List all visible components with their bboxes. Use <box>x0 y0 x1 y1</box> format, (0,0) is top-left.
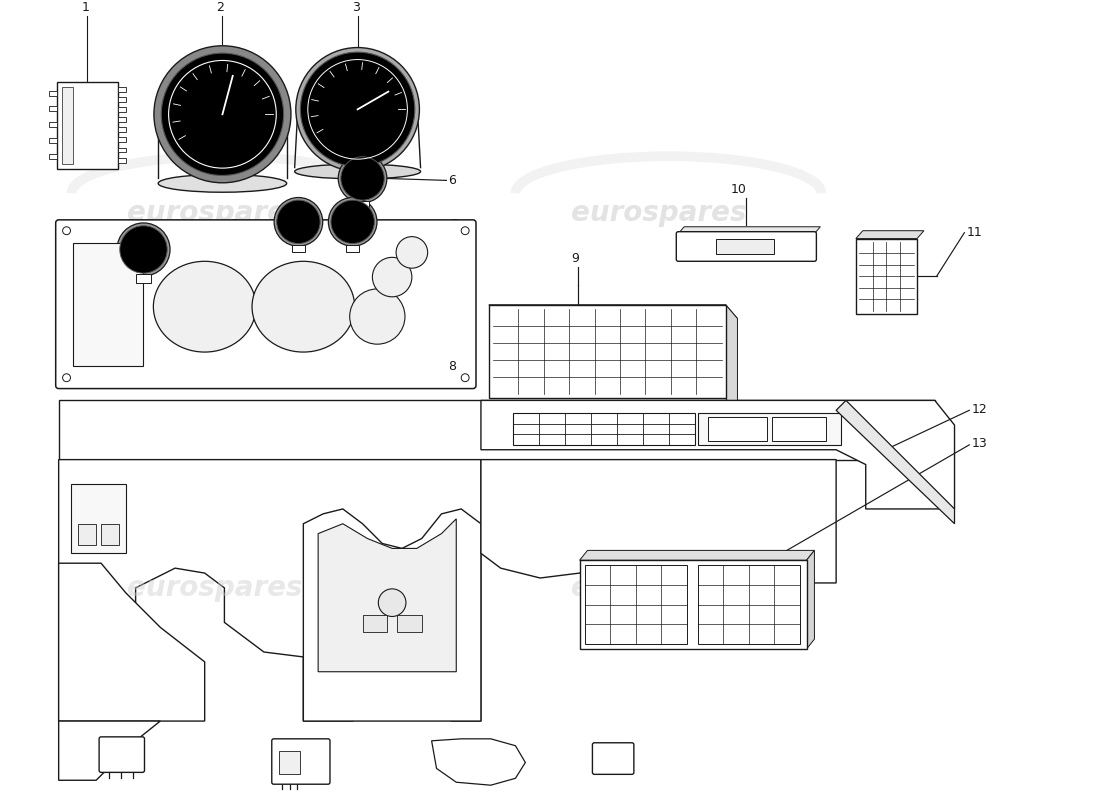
Bar <box>101 524 119 546</box>
Text: 8: 8 <box>449 360 456 374</box>
Circle shape <box>117 223 170 276</box>
Bar <box>708 417 767 441</box>
Circle shape <box>396 237 428 268</box>
Polygon shape <box>58 563 205 721</box>
Circle shape <box>461 226 469 234</box>
Ellipse shape <box>252 262 354 352</box>
Circle shape <box>63 374 70 382</box>
Circle shape <box>274 198 322 246</box>
Bar <box>584 565 686 644</box>
Bar <box>772 417 826 441</box>
Bar <box>118 107 125 112</box>
Circle shape <box>331 200 374 243</box>
FancyBboxPatch shape <box>593 742 634 774</box>
Polygon shape <box>304 509 481 721</box>
Bar <box>78 524 96 546</box>
Text: 5: 5 <box>231 218 239 231</box>
Bar <box>62 86 74 164</box>
Circle shape <box>63 226 70 234</box>
Circle shape <box>329 198 377 246</box>
Bar <box>48 106 57 111</box>
Text: 9: 9 <box>572 252 580 266</box>
Bar <box>118 127 125 132</box>
Circle shape <box>300 52 415 166</box>
Bar <box>136 274 151 282</box>
Circle shape <box>350 289 405 344</box>
Polygon shape <box>58 401 935 460</box>
Text: eurospares: eurospares <box>571 574 746 602</box>
Text: 2: 2 <box>217 1 224 14</box>
Circle shape <box>338 154 387 202</box>
Polygon shape <box>580 550 814 560</box>
Polygon shape <box>431 739 526 786</box>
Polygon shape <box>58 460 481 721</box>
Bar <box>48 90 57 95</box>
Polygon shape <box>481 460 836 583</box>
Bar <box>580 560 806 649</box>
Circle shape <box>162 53 284 175</box>
Polygon shape <box>856 230 924 238</box>
Bar <box>356 202 370 209</box>
Bar <box>488 305 726 398</box>
Bar <box>118 117 125 122</box>
Polygon shape <box>481 401 955 509</box>
Bar <box>397 614 421 632</box>
Text: 13: 13 <box>971 438 987 450</box>
FancyBboxPatch shape <box>99 737 144 772</box>
Polygon shape <box>726 305 737 412</box>
Circle shape <box>277 200 320 243</box>
Polygon shape <box>806 550 814 649</box>
Ellipse shape <box>153 262 256 352</box>
Text: 7: 7 <box>451 218 460 231</box>
Bar <box>118 86 125 91</box>
Text: 4: 4 <box>185 266 192 280</box>
FancyBboxPatch shape <box>676 232 816 262</box>
Bar <box>118 147 125 153</box>
Bar <box>48 154 57 158</box>
Circle shape <box>461 374 469 382</box>
Bar <box>48 138 57 143</box>
Bar <box>118 138 125 142</box>
Bar <box>118 158 125 162</box>
Text: 12: 12 <box>971 402 987 416</box>
FancyBboxPatch shape <box>272 739 330 784</box>
Bar <box>513 414 695 445</box>
FancyBboxPatch shape <box>56 220 476 389</box>
Text: 11: 11 <box>967 226 982 239</box>
Bar <box>292 245 305 252</box>
Polygon shape <box>58 721 161 780</box>
Bar <box>118 97 125 102</box>
Bar <box>698 414 842 445</box>
Ellipse shape <box>158 174 287 192</box>
Ellipse shape <box>295 164 420 179</box>
Circle shape <box>378 589 406 617</box>
Circle shape <box>154 46 290 182</box>
Text: eurospares: eurospares <box>126 574 302 602</box>
Bar <box>697 565 800 644</box>
Polygon shape <box>488 305 737 318</box>
Bar <box>716 238 773 254</box>
Circle shape <box>120 226 167 273</box>
Text: 6: 6 <box>449 174 456 187</box>
Polygon shape <box>836 401 955 524</box>
Bar <box>74 242 143 366</box>
Polygon shape <box>318 519 456 672</box>
Bar <box>346 245 360 252</box>
Circle shape <box>296 47 419 171</box>
Bar <box>57 82 118 169</box>
Bar <box>48 122 57 127</box>
Bar <box>72 484 125 554</box>
Bar <box>278 750 300 774</box>
Text: 1: 1 <box>81 1 89 14</box>
Text: eurospares: eurospares <box>126 199 302 227</box>
Bar <box>856 238 917 314</box>
Text: 3: 3 <box>352 1 360 14</box>
Bar <box>363 614 387 632</box>
Text: eurospares: eurospares <box>571 199 746 227</box>
Text: 10: 10 <box>730 183 747 196</box>
Polygon shape <box>679 226 821 234</box>
Circle shape <box>341 157 384 200</box>
Circle shape <box>373 258 411 297</box>
